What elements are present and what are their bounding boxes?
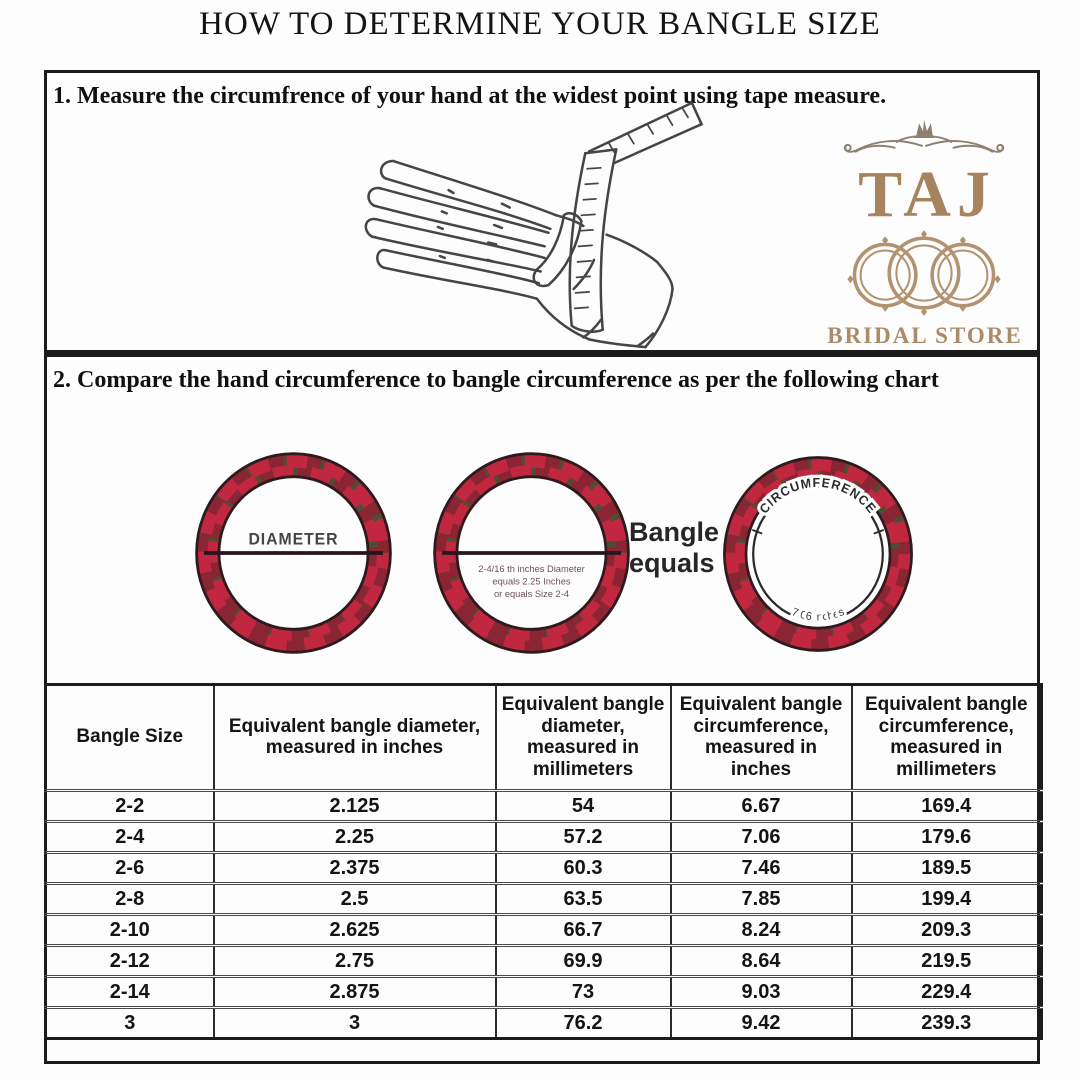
- example-caption-line-1: 2-4/16 th inches Diameter: [478, 563, 585, 574]
- table-row: 2-12 2.75 69.9 8.64 219.5: [45, 943, 1042, 977]
- table-row: 2-2 2.125 54 6.67 169.4: [45, 788, 1042, 822]
- bangle-size-table: Bangle Size Equivalent bangle diameter, …: [44, 683, 1043, 1040]
- table-row: 3 3 76.2 9.42 239.3: [45, 1005, 1042, 1039]
- table-row: 2-4 2.25 57.2 7.06 179.6: [45, 819, 1042, 853]
- logo-name: TAJ: [858, 158, 996, 231]
- header-diameter-inches: Equivalent bangle diameter, measured in …: [212, 684, 496, 791]
- circumference-value-label: 7.06 inches: [787, 603, 849, 626]
- bangle-example-illustration: 2-4/16 th inches Diameter equals 2.25 In…: [429, 448, 634, 658]
- logo-subtitle: BRIDAL STORE: [827, 323, 1023, 348]
- taj-logo: TAJ BRIDAL STORE: [817, 115, 1031, 349]
- header-diameter-mm: Equivalent bangle diameter, measured in …: [494, 684, 671, 791]
- page-title: HOW TO DETERMINE YOUR BANGLE SIZE: [199, 6, 881, 42]
- header-bangle-size: Bangle Size: [76, 726, 184, 748]
- table-row: 2-10 2.625 66.7 8.24 209.3: [45, 912, 1042, 946]
- step2-heading: 2. Compare the hand circumference to ban…: [53, 367, 939, 393]
- bangle-circumference-illustration: CIRCUMFERENCE 7.06 inches: [719, 452, 917, 656]
- example-caption-line-3: or equals Size 2-4: [494, 588, 569, 599]
- bangle-equals-label: Bangle equals: [629, 517, 720, 579]
- step1-heading: 1. Measure the circumfrence of your hand…: [53, 83, 887, 109]
- example-caption-line-2: equals 2.25 Inches: [492, 575, 570, 586]
- logo-flourish-crown-icon: [843, 119, 1005, 153]
- table-row: 2-8 2.5 63.5 7.85 199.4: [45, 881, 1042, 915]
- svg-text:7.06 inches: 7.06 inches: [790, 606, 846, 624]
- step1-panel: 1. Measure the circumfrence of your hand…: [44, 70, 1040, 353]
- table-header-row: Bangle Size Equivalent bangle diameter, …: [46, 684, 1042, 791]
- logo-three-rings-icon: [847, 230, 1001, 316]
- header-circumference-mm: Equivalent bangle circumference, measure…: [850, 684, 1042, 791]
- header-circumference-inches: Equivalent bangle circumference, measure…: [669, 684, 852, 791]
- bangle-diameter-illustration: DIAMETER: [191, 448, 396, 658]
- table-row: 2-6 2.375 60.3 7.46 189.5: [45, 850, 1042, 884]
- table-row: 2-14 2.875 73 9.03 229.4: [45, 974, 1042, 1008]
- diameter-label: DIAMETER: [248, 530, 338, 548]
- hand-tape-measure-illustration: [364, 101, 703, 349]
